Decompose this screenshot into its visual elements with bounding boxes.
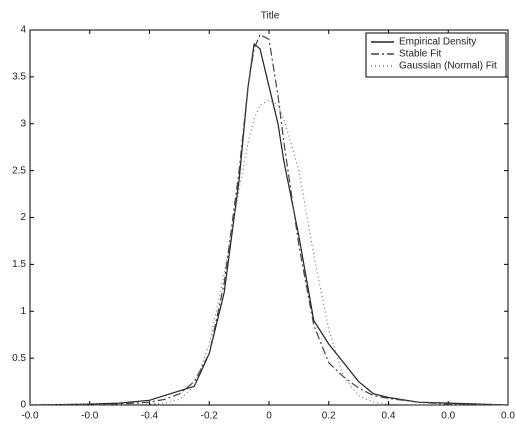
x-tick-label: 0.2 bbox=[322, 411, 336, 422]
x-tick-label: -0.0 bbox=[21, 411, 39, 422]
y-tick-label: 0.5 bbox=[12, 353, 26, 364]
y-tick-label: 0 bbox=[20, 400, 26, 411]
legend-label: Stable Fit bbox=[399, 49, 441, 60]
y-tick-label: 4 bbox=[20, 25, 26, 36]
series-line bbox=[30, 33, 509, 406]
legend-box bbox=[365, 32, 507, 78]
y-tick-label: 1 bbox=[20, 306, 26, 317]
x-tick-label: 0.0 bbox=[501, 411, 515, 422]
x-tick-label: 0 bbox=[266, 411, 272, 422]
series-line bbox=[29, 42, 509, 406]
x-tick-label: -0.4 bbox=[141, 411, 159, 422]
chart-title: Title bbox=[261, 11, 280, 22]
y-tick-label: 2 bbox=[20, 212, 26, 223]
series-line bbox=[30, 99, 508, 406]
legend-label: Gaussian (Normal) Fit bbox=[399, 61, 497, 72]
x-tick-label: -0.2 bbox=[201, 411, 219, 422]
y-tick-label: 3 bbox=[20, 118, 26, 129]
x-tick-label: 0.0 bbox=[441, 411, 455, 422]
y-tick-label: 3.5 bbox=[12, 72, 26, 83]
legend-label: Empirical Density bbox=[399, 37, 476, 48]
x-tick-label: -0.0 bbox=[81, 411, 99, 422]
y-tick-label: 1.5 bbox=[12, 259, 26, 270]
x-tick-label: 0.4 bbox=[382, 411, 396, 422]
y-tick-label: 2.5 bbox=[12, 165, 26, 176]
